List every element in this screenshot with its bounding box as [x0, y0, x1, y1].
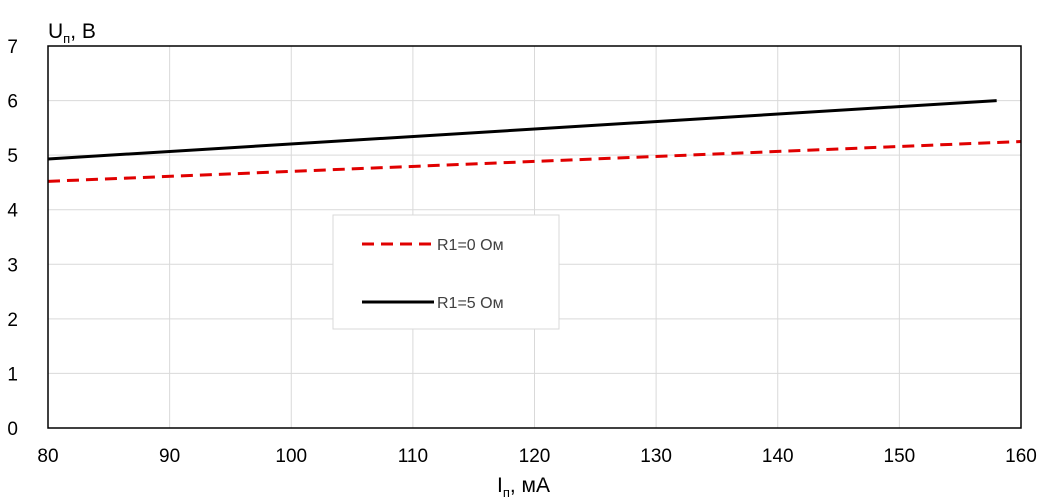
legend: R1=0 Ом R1=5 Ом — [332, 214, 560, 330]
y-tick-label: 2 — [7, 310, 18, 331]
legend-box — [332, 214, 560, 330]
series-line-2 — [47, 99, 997, 161]
y-tick-label: 6 — [7, 92, 18, 113]
x-tick-label: 120 — [519, 446, 551, 467]
x-tick-label: 130 — [640, 446, 672, 467]
x-tick-label: 110 — [398, 446, 428, 467]
tick-labels: 80 90 100 110 120 130 140 150 160 0 1 2 3 4 5 6 7 — [7, 37, 1036, 467]
legend-label-2: R1=5 Ом — [437, 295, 504, 312]
x-axis-title: Iп, мА — [497, 474, 550, 499]
x-tick-label: 80 — [37, 446, 58, 467]
series-line-1 — [47, 140, 1022, 183]
x-tick-label: 150 — [884, 446, 916, 467]
series-layer — [47, 99, 1022, 183]
y-tick-label: 4 — [7, 201, 18, 222]
y-tick-label: 1 — [7, 364, 18, 385]
legend-label-1: R1=0 Ом — [437, 237, 504, 254]
x-tick-label: 160 — [1005, 446, 1037, 467]
x-tick-label: 140 — [762, 446, 794, 467]
plot-area-frame — [47, 45, 1022, 429]
y-tick-label: 7 — [7, 37, 18, 58]
x-tick-label: 90 — [159, 446, 180, 467]
x-tick-label: 100 — [275, 446, 307, 467]
y-tick-label: 5 — [7, 146, 18, 167]
y-tick-label: 3 — [7, 255, 18, 276]
y-tick-label: 0 — [7, 419, 18, 440]
y-axis-title: Uп, В — [48, 20, 96, 46]
